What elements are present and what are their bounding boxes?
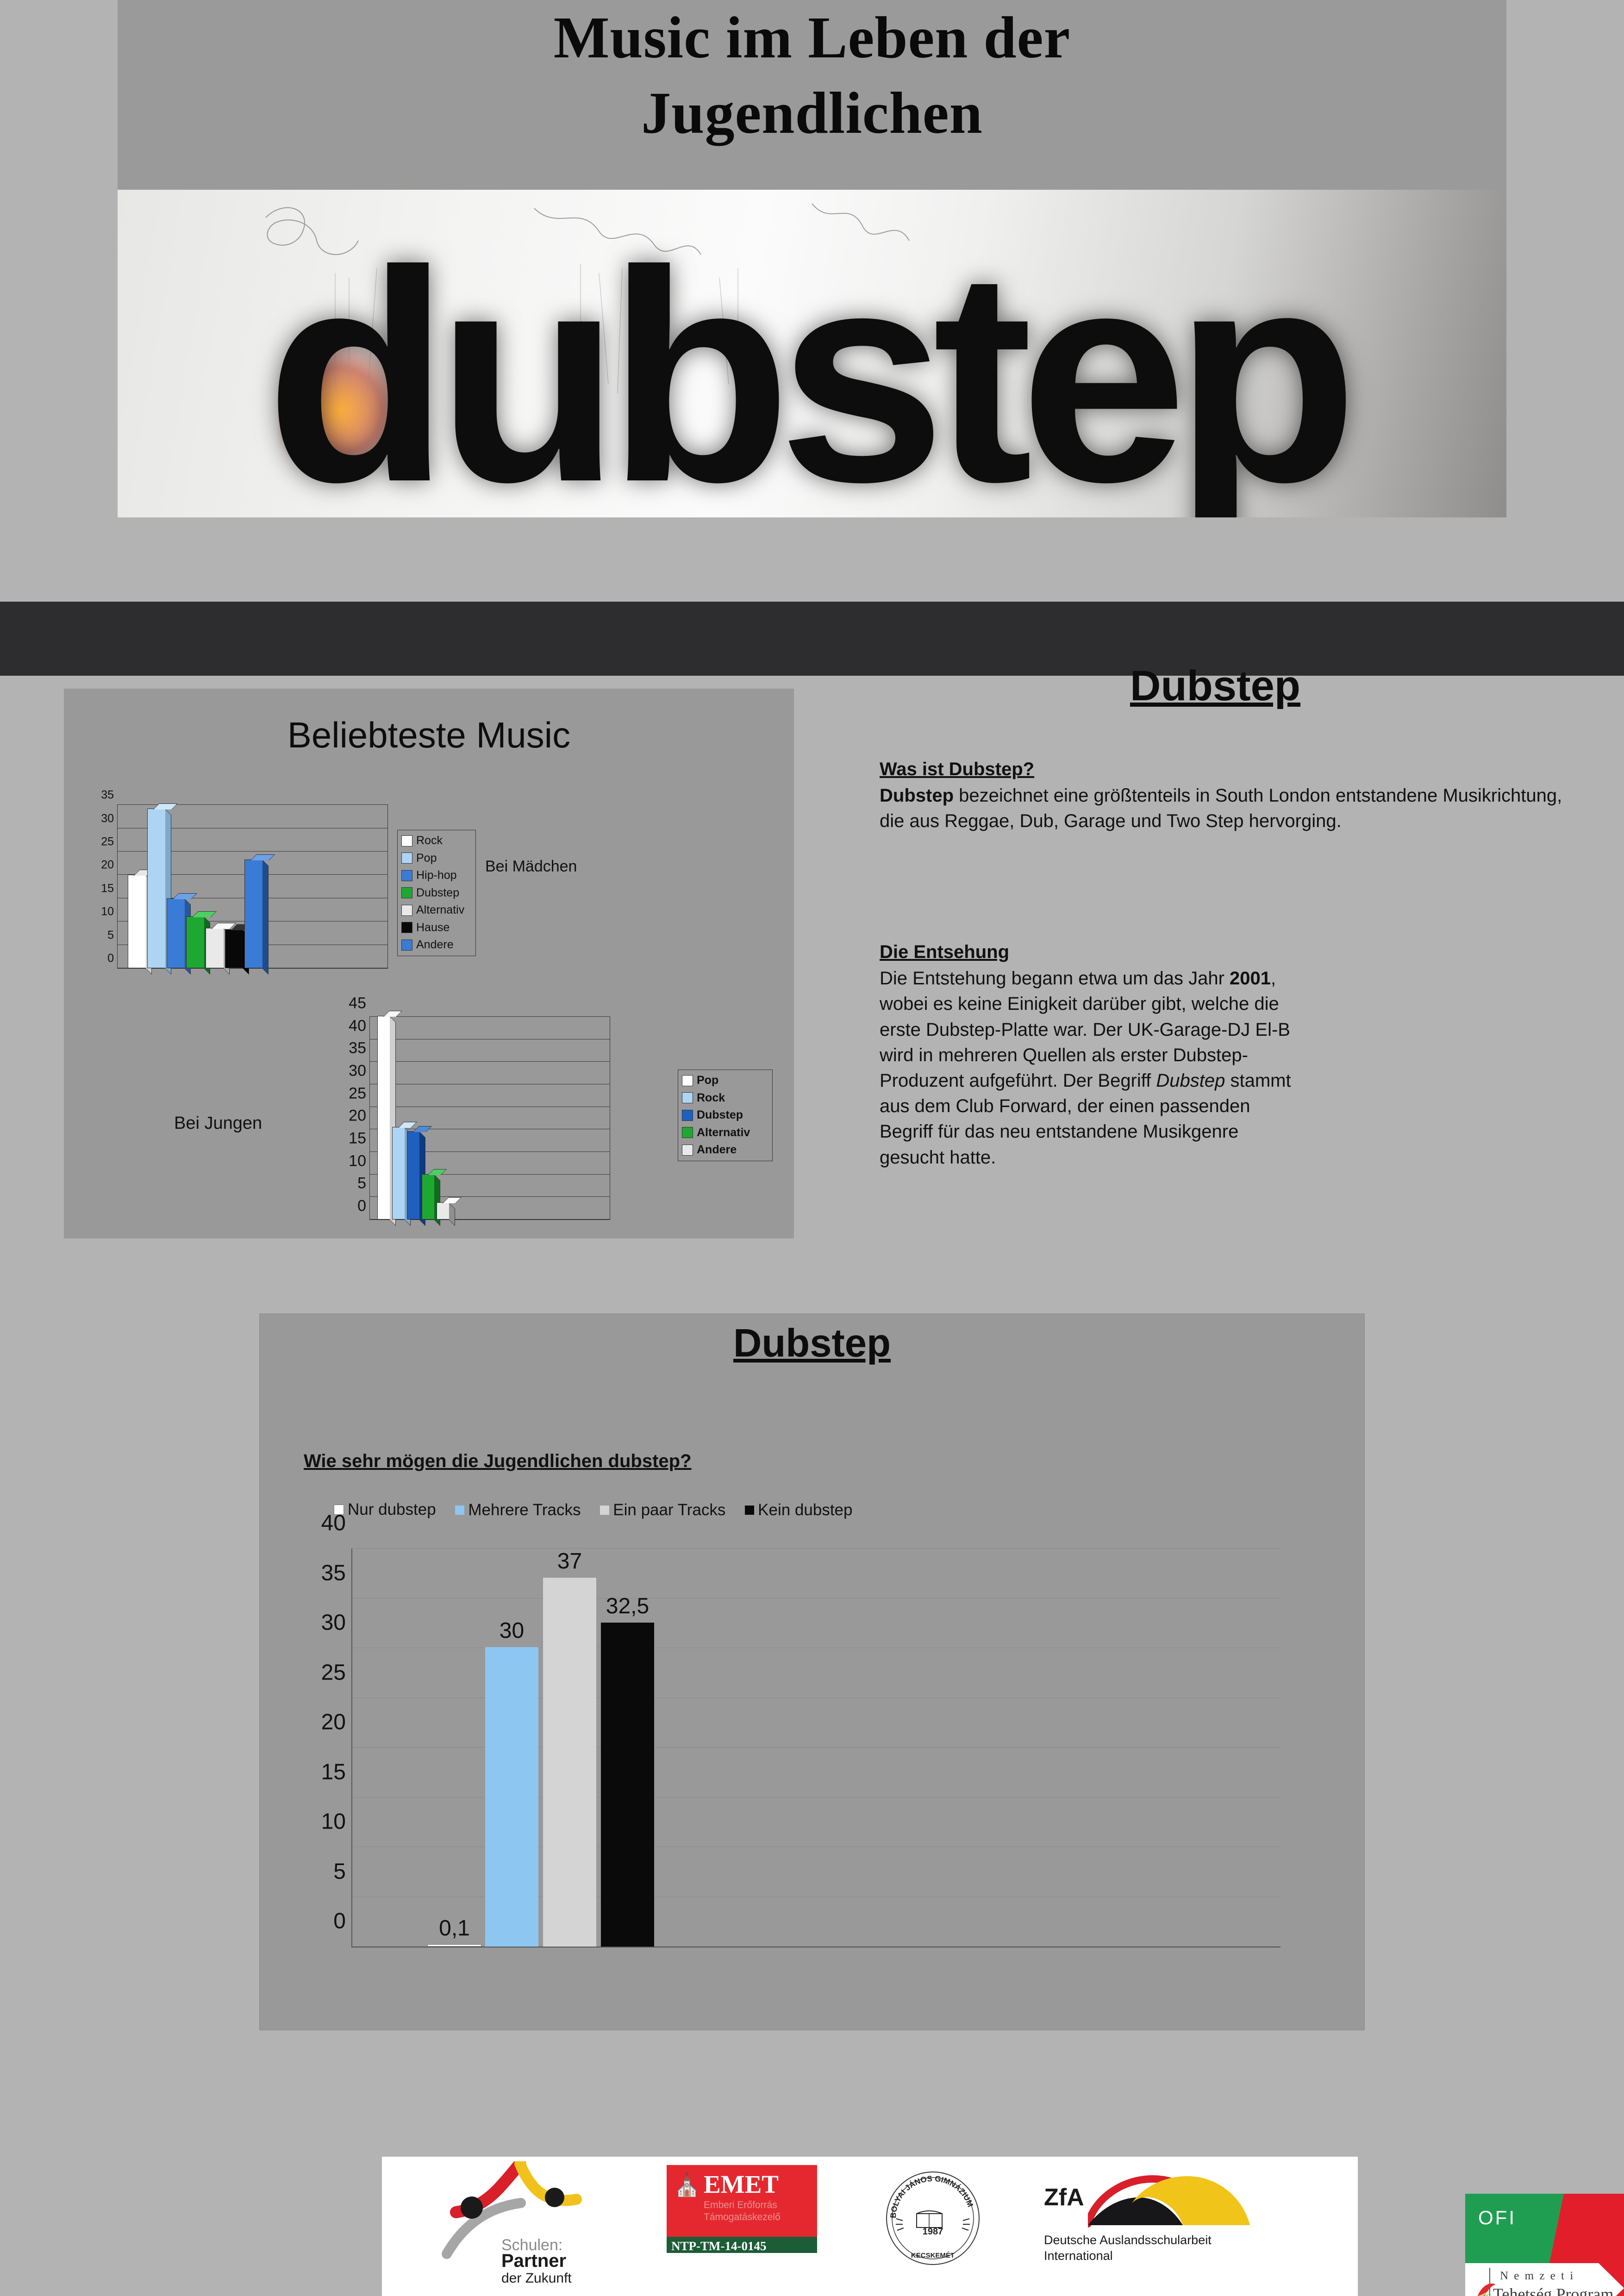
svg-text:KECSKEMÉT: KECSKEMÉT bbox=[911, 2252, 955, 2259]
svg-text:1987: 1987 bbox=[923, 2227, 943, 2237]
svg-text:Partner: Partner bbox=[501, 2251, 566, 2271]
svg-text:der Zukunft: der Zukunft bbox=[501, 2271, 572, 2286]
svg-text:BOLYAI JÁNOS GIMNÁZIUM: BOLYAI JÁNOS GIMNÁZIUM bbox=[889, 2174, 975, 2219]
